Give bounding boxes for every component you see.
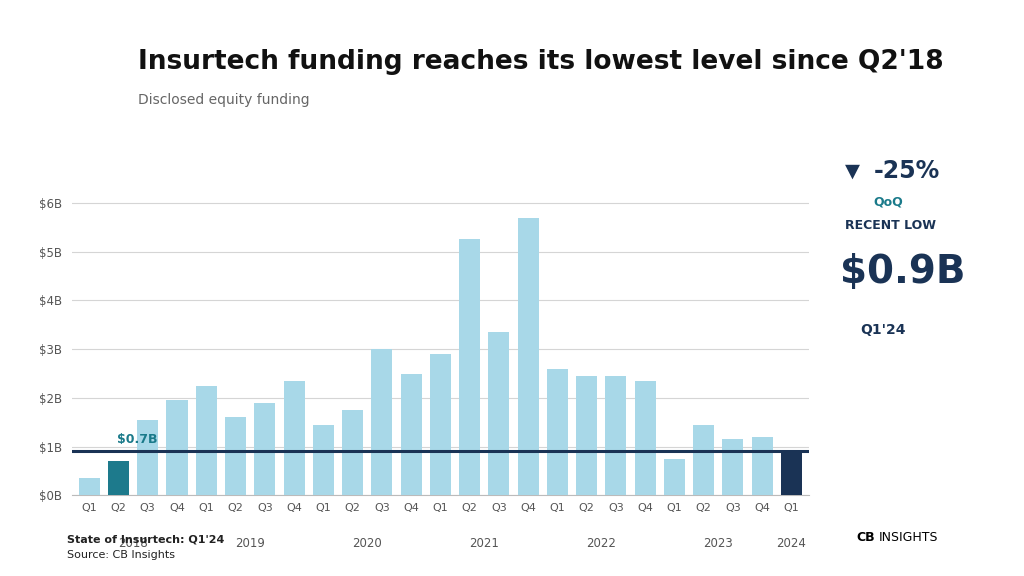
Text: 2018: 2018 [118, 537, 148, 550]
Text: 2024: 2024 [776, 537, 806, 550]
Bar [517, 218, 539, 495]
Bar [822, 546, 835, 559]
Text: ▼: ▼ [845, 161, 860, 180]
Bar [97, 62, 119, 84]
Bar [254, 403, 275, 495]
Text: Insurtech funding reaches its lowest level since Q2'18: Insurtech funding reaches its lowest lev… [138, 49, 944, 75]
Text: $0.9B: $0.9B [840, 253, 966, 291]
Bar [577, 376, 597, 495]
Text: CB: CB [856, 531, 874, 544]
Bar [781, 452, 802, 495]
Bar [167, 400, 187, 495]
Text: 2021: 2021 [469, 537, 499, 550]
Bar [225, 418, 246, 495]
Bar [372, 349, 392, 495]
Text: $0.7B: $0.7B [117, 433, 158, 446]
Bar [312, 425, 334, 495]
Text: QoQ: QoQ [873, 196, 903, 209]
Bar [459, 240, 480, 495]
Bar [722, 439, 743, 495]
Bar [635, 381, 655, 495]
Bar [488, 332, 509, 495]
Text: 2022: 2022 [587, 537, 616, 550]
Bar [664, 459, 685, 495]
Bar [605, 376, 627, 495]
Text: 2020: 2020 [352, 537, 382, 550]
Text: Source: CB Insights: Source: CB Insights [67, 550, 174, 560]
Bar [71, 62, 92, 84]
Bar [97, 89, 119, 111]
Text: Q1'24: Q1'24 [860, 323, 905, 336]
Text: RECENT LOW: RECENT LOW [845, 219, 936, 232]
Bar [108, 461, 129, 495]
Text: 2023: 2023 [703, 537, 733, 550]
Bar [284, 381, 304, 495]
Text: Disclosed equity funding: Disclosed equity funding [138, 93, 310, 107]
Bar [752, 437, 773, 495]
Bar [79, 478, 99, 495]
Bar [137, 420, 159, 495]
Bar [400, 373, 422, 495]
Text: INSIGHTS: INSIGHTS [879, 531, 938, 544]
Bar [71, 89, 92, 111]
Bar [693, 425, 714, 495]
Bar [196, 386, 217, 495]
Bar [822, 531, 835, 544]
Bar [342, 410, 364, 495]
Bar [838, 531, 850, 544]
Text: -25%: -25% [873, 159, 940, 183]
Bar [547, 369, 568, 495]
Text: 2019: 2019 [236, 537, 265, 550]
Bar [430, 354, 451, 495]
Bar [838, 546, 850, 559]
Text: State of Insurtech: Q1'24: State of Insurtech: Q1'24 [67, 535, 224, 544]
